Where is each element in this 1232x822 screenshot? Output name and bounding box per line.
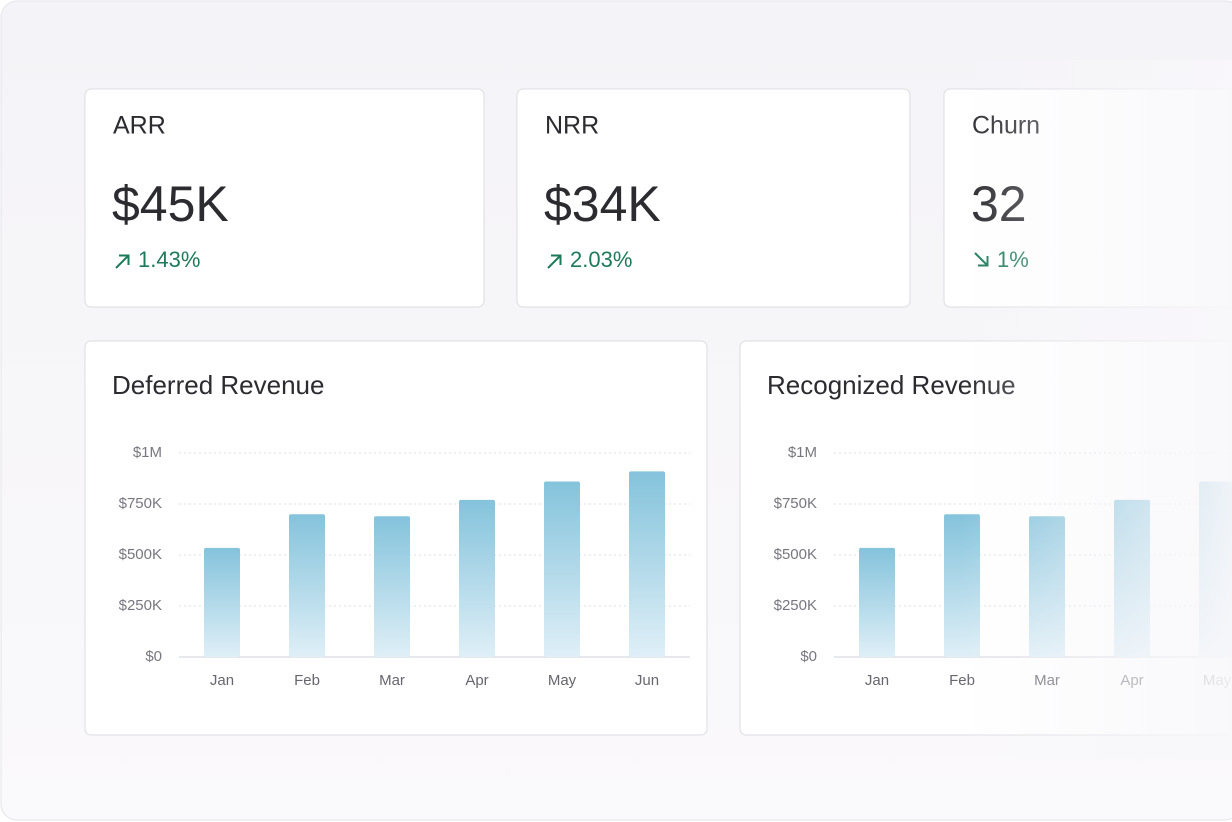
y-tick-label: $250K — [119, 597, 162, 614]
y-tick-label: $500K — [119, 546, 162, 563]
bar — [289, 514, 325, 657]
bar — [204, 547, 240, 657]
metric-value: $45K — [112, 176, 229, 232]
y-tick-label: $1M — [133, 444, 162, 461]
bar — [544, 481, 580, 657]
bar — [374, 516, 410, 657]
metric-value: $34K — [544, 176, 661, 232]
y-tick-label: $1M — [788, 444, 817, 461]
y-tick-label: $0 — [800, 648, 817, 665]
x-tick-label: Feb — [294, 672, 320, 689]
edge-fade — [960, 60, 1232, 760]
trend-icon — [115, 254, 130, 269]
metric-label: ARR — [113, 112, 166, 140]
y-tick-label: $0 — [145, 648, 162, 665]
trend-icon — [547, 254, 562, 269]
x-tick-label: May — [548, 672, 577, 689]
y-tick-label: $750K — [774, 495, 817, 512]
y-tick-label: $500K — [774, 546, 817, 563]
metric-label: NRR — [545, 112, 599, 140]
y-tick-label: $750K — [119, 495, 162, 512]
chart-title: Deferred Revenue — [112, 370, 324, 400]
x-tick-label: Apr — [465, 672, 488, 689]
metric-change: 1.43% — [138, 247, 200, 272]
metric-card — [84, 88, 485, 308]
y-tick-label: $250K — [774, 597, 817, 614]
x-tick-label: Jan — [210, 672, 234, 689]
x-tick-label: Jan — [865, 672, 889, 689]
bar — [459, 499, 495, 657]
bar — [859, 547, 895, 657]
metric-change: 2.03% — [570, 247, 632, 272]
content: ARR$45K1.43%NRR$34K2.03%Churn321%Deferre… — [112, 112, 1232, 689]
metric-card — [516, 88, 911, 308]
x-tick-label: Jun — [635, 672, 659, 689]
bar — [629, 471, 665, 657]
x-tick-label: Mar — [379, 672, 405, 689]
